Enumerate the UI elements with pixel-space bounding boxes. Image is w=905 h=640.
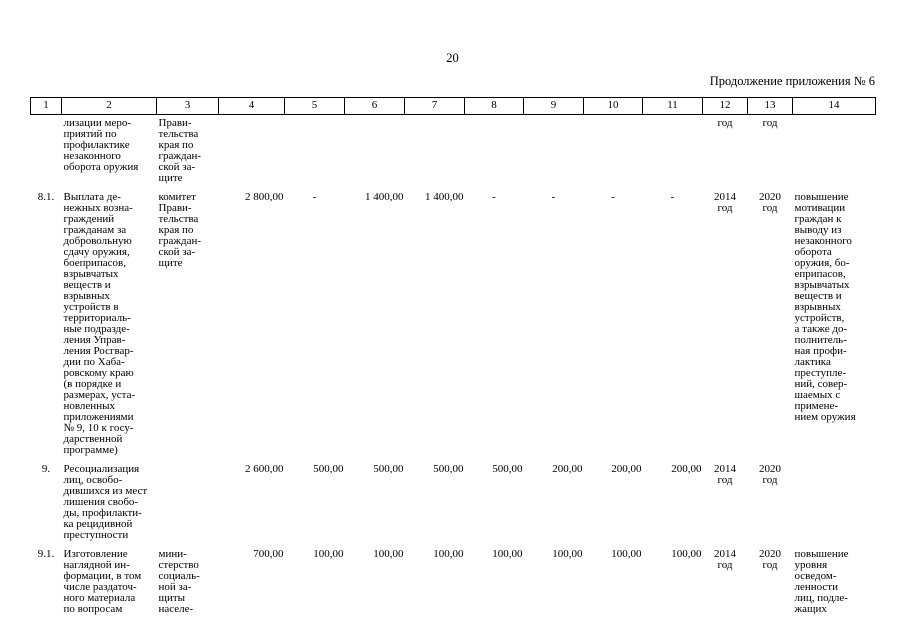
table-header-row: 1 2 3 4 5 6 7 8 9 10 11 12 13 14	[30, 97, 876, 115]
table-cell: Изготовление наглядной ин- формации, в т…	[63, 548, 142, 615]
table-cell	[584, 115, 643, 185]
table-cell	[465, 115, 524, 185]
table-cell: 2014 год	[714, 548, 736, 571]
table-cell: 500,00	[492, 463, 523, 475]
table-cell: 2020 год	[759, 548, 781, 571]
table-cell: 100,00	[671, 548, 702, 560]
table-row-continuation: лизации меро- приятий по профилактике не…	[31, 115, 876, 185]
table-cell	[643, 115, 703, 185]
table-cell	[793, 115, 876, 185]
table-cell: 200,00	[611, 463, 642, 475]
table-row-8-1: 8.1. Выплата де- нежных возна- граждений…	[31, 184, 876, 456]
header-cell: 1	[30, 97, 62, 115]
table-row-9-1: 9.1. Изготовление наглядной ин- формации…	[31, 541, 876, 615]
table-cell: повышение мотивации граждан к выводу из …	[794, 191, 856, 423]
table-cell: 2014 год	[714, 191, 736, 214]
table-cell: 700,00	[253, 548, 284, 560]
table-cell: 200,00	[671, 463, 702, 475]
header-cell: 10	[583, 97, 643, 115]
table-cell: 2020 год	[759, 463, 781, 486]
table-cell: Выплата де- нежных возна- граждений граж…	[63, 191, 136, 456]
table-cell: 500,00	[433, 463, 464, 475]
header-cell: 9	[523, 97, 584, 115]
table-cell: -	[551, 191, 556, 203]
header-cell: 14	[792, 97, 876, 115]
table-cell	[285, 115, 345, 185]
table-cell	[405, 115, 465, 185]
appendix-table: 1 2 3 4 5 6 7 8 9 10 11 12 13 14 лизации…	[30, 97, 876, 615]
table-cell: 100,00	[313, 548, 344, 560]
header-cell: 11	[642, 97, 703, 115]
table-cell: 200,00	[552, 463, 583, 475]
table-cell	[31, 115, 62, 185]
table-cell: 9.	[41, 463, 51, 475]
table-cell: год	[717, 117, 733, 129]
table-cell: 2 600,00	[245, 463, 284, 475]
table-cell: 100,00	[552, 548, 583, 560]
table-cell: 8.1.	[37, 191, 55, 203]
header-cell: 7	[404, 97, 465, 115]
table-cell: повышение уровня осведом- ленности лиц, …	[794, 548, 849, 615]
table-cell: 9.1.	[37, 548, 55, 560]
table-cell: лизации меро- приятий по профилактике не…	[63, 117, 139, 173]
table-row-9: 9. Ресоциализация лиц, освобо- дившихся …	[31, 456, 876, 541]
header-cell: 5	[284, 97, 345, 115]
header-cell: 3	[156, 97, 219, 115]
table-cell	[345, 115, 405, 185]
table-cell: 100,00	[373, 548, 404, 560]
table-cell: мини- стерство социаль- ной за- щиты нас…	[158, 548, 200, 615]
table-cell: комитет Прави- тельства края по граждан-…	[158, 191, 202, 269]
table-cell	[524, 115, 584, 185]
table-cell: 100,00	[611, 548, 642, 560]
table-cell	[793, 456, 876, 541]
header-cell: 12	[702, 97, 748, 115]
table-cell: год	[762, 117, 778, 129]
table-cell: 2014 год	[714, 463, 736, 486]
header-cell: 13	[747, 97, 793, 115]
header-cell: 2	[61, 97, 157, 115]
table-cell: 100,00	[492, 548, 523, 560]
table-cell: -	[670, 191, 675, 203]
table-cell: -	[611, 191, 615, 203]
table-cell: Прави- тельства края по граждан- ской за…	[158, 117, 202, 184]
table-cell	[219, 115, 285, 185]
header-cell: 8	[464, 97, 524, 115]
table-cell: 500,00	[373, 463, 404, 475]
header-cell: 4	[218, 97, 285, 115]
continuation-note: Продолжение приложения № 6	[709, 74, 875, 88]
table-cell: 100,00	[433, 548, 464, 560]
table-cell: 1 400,00	[425, 191, 464, 203]
table-cell: 500,00	[313, 463, 344, 475]
table-cell: 2020 год	[759, 191, 781, 214]
header-cell: 6	[344, 97, 405, 115]
table-cell: 1 400,00	[365, 191, 404, 203]
page-number: 20	[446, 51, 459, 65]
table-cell: Ресоциализация лиц, освобо- дившихся из …	[63, 463, 148, 541]
table-cell: -	[312, 191, 317, 203]
table-cell: 2 800,00	[245, 191, 284, 203]
table-cell: -	[492, 191, 496, 203]
table-cell	[157, 456, 219, 541]
